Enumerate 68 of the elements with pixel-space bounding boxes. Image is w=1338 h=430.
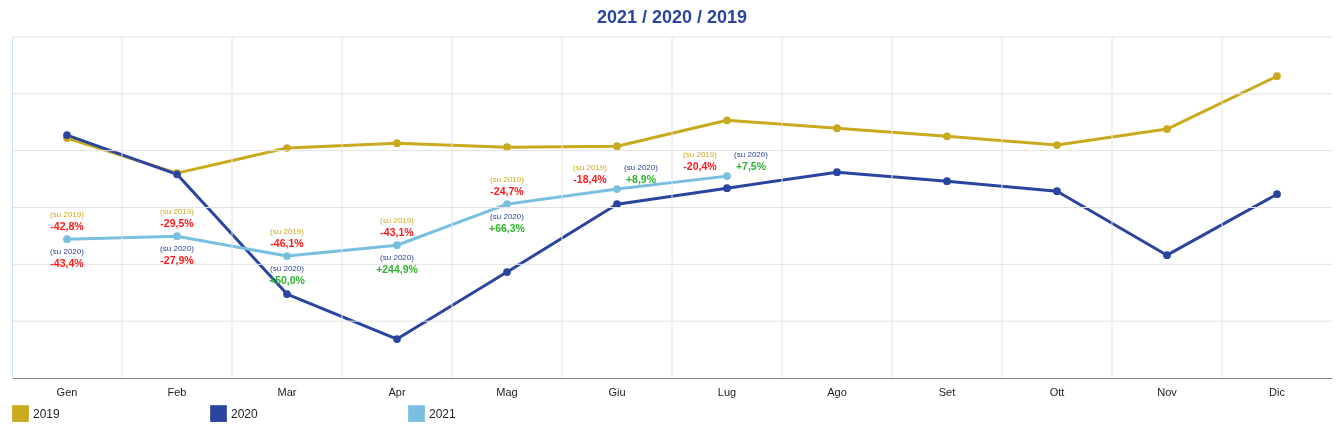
annotation: -18,4%	[573, 173, 608, 186]
point	[1163, 251, 1171, 260]
point	[283, 144, 291, 152]
annotation: (su 2019)	[50, 210, 85, 220]
point	[393, 139, 401, 148]
annotation: (su 2020)	[734, 150, 769, 160]
point	[503, 143, 511, 152]
point	[63, 235, 71, 244]
point	[1053, 141, 1061, 149]
annotation: (su 2020)	[380, 253, 415, 263]
x-tick-label: Giu	[608, 385, 626, 398]
annotation: (su 2020)	[490, 212, 525, 222]
annotation: -46,1%	[270, 237, 305, 250]
point	[613, 142, 621, 151]
point	[833, 124, 841, 132]
annotation: -43,4%	[50, 257, 85, 270]
annotation: +66,3%	[489, 222, 526, 235]
x-tick-label: Mar	[277, 385, 297, 398]
annotation: (su 2019)	[270, 227, 305, 237]
annotation: +244,9%	[376, 263, 419, 276]
x-tick-label: Set	[938, 385, 956, 398]
annotation: -42,8%	[50, 220, 85, 233]
x-tick-label: Mag	[496, 385, 518, 398]
annotation: (su 2020)	[270, 264, 305, 274]
point	[613, 185, 621, 193]
x-tick-label: Lug	[717, 385, 737, 398]
annotation: (su 2019)	[490, 175, 525, 185]
x-tick-label: Ott	[1049, 385, 1065, 398]
annotation: -29,5%	[160, 217, 195, 230]
point	[283, 252, 291, 260]
legend-label: 2021	[429, 406, 457, 421]
point	[943, 132, 951, 141]
legend-label: 2019	[33, 406, 61, 421]
point	[503, 268, 511, 276]
point	[393, 241, 401, 250]
chart-title: 2021 / 2020 / 2019	[596, 6, 748, 27]
annotation: (su 2019)	[683, 150, 718, 160]
annotation: (su 2019)	[573, 163, 608, 173]
annotation: (su 2020)	[50, 247, 85, 257]
point	[1273, 190, 1281, 199]
point	[723, 172, 731, 180]
point	[1273, 72, 1281, 81]
annotation: +8,9%	[625, 173, 657, 186]
point	[1163, 125, 1171, 133]
legend-label: 2020	[231, 406, 259, 421]
annotation: (su 2019)	[380, 216, 415, 226]
x-tick-label: Ago	[827, 385, 847, 398]
annotation: +7,5%	[735, 160, 767, 173]
point	[833, 168, 841, 177]
annotation: (su 2020)	[160, 244, 195, 254]
point	[283, 290, 291, 298]
x-tick-label: Nov	[1157, 385, 1178, 398]
x-tick-label: Gen	[56, 385, 78, 398]
point	[943, 177, 951, 186]
point	[723, 116, 731, 125]
annotation: -43,1%	[380, 226, 415, 239]
point	[173, 232, 181, 241]
annotation: (su 2019)	[160, 207, 195, 217]
x-tick-label: Feb	[167, 385, 187, 398]
annotation: (su 2020)	[624, 163, 659, 173]
point	[393, 335, 401, 343]
annotation: -24,7%	[490, 185, 525, 198]
x-tick-label: Apr	[388, 385, 406, 398]
x-tick-label: Dic	[1269, 385, 1286, 398]
annotation: -27,9%	[160, 254, 195, 267]
annotation: -20,4%	[683, 160, 718, 173]
point	[723, 184, 731, 193]
point	[1053, 187, 1061, 196]
